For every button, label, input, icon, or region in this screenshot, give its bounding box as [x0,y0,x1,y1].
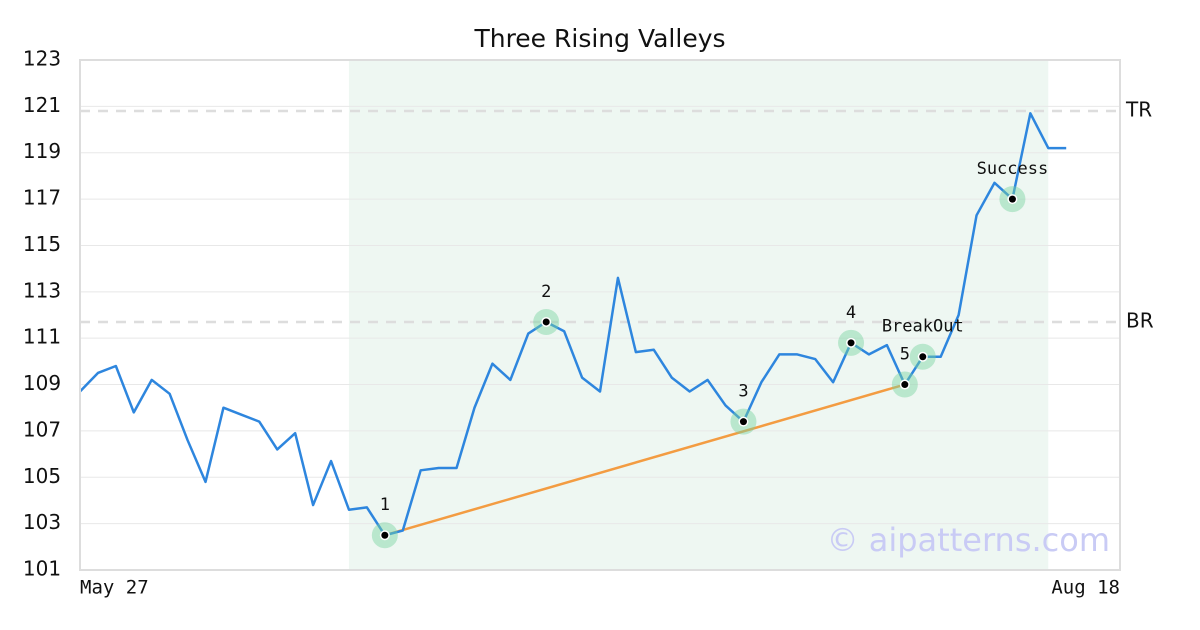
x-tick-label: May 27 [80,577,149,599]
trendline [384,383,906,537]
point-label: 3 [738,382,748,402]
series-line [79,112,1067,537]
y-tick-label: 123 [23,47,61,71]
y-tick-label: 107 [23,417,61,441]
point-label: 2 [541,282,551,302]
point-dot [739,418,747,426]
y-tick-label: 103 [23,510,61,534]
level-label: BR [1126,308,1154,332]
chart-title: Three Rising Valleys [473,24,725,53]
y-tick-label: 109 [23,371,61,395]
point-dot [1008,195,1016,203]
watermark: © aipatterns.com [827,521,1110,559]
point-label: Success [977,159,1049,179]
point-label: 5 [900,345,910,365]
point-label: BreakOut [882,317,964,337]
y-tick-label: 121 [23,93,61,117]
y-tick-label: 105 [23,464,61,488]
level-label: TR [1125,98,1152,122]
point-dot [542,318,550,326]
point-dot [847,339,855,347]
point-label: 1 [380,495,390,515]
highlight-region [348,60,1049,570]
plot-border [79,59,1121,571]
point-dot [381,531,389,539]
y-tick-label: 117 [23,186,61,210]
point-label: 4 [846,303,856,323]
y-tick-label: 101 [23,557,61,581]
y-tick-label: 113 [23,278,61,302]
x-tick-label: Aug 18 [1051,577,1120,599]
point-dot [901,381,909,389]
y-tick-label: 115 [23,232,61,256]
y-tick-label: 111 [23,325,61,349]
point-dot [919,353,927,361]
y-tick-label: 119 [23,139,61,163]
